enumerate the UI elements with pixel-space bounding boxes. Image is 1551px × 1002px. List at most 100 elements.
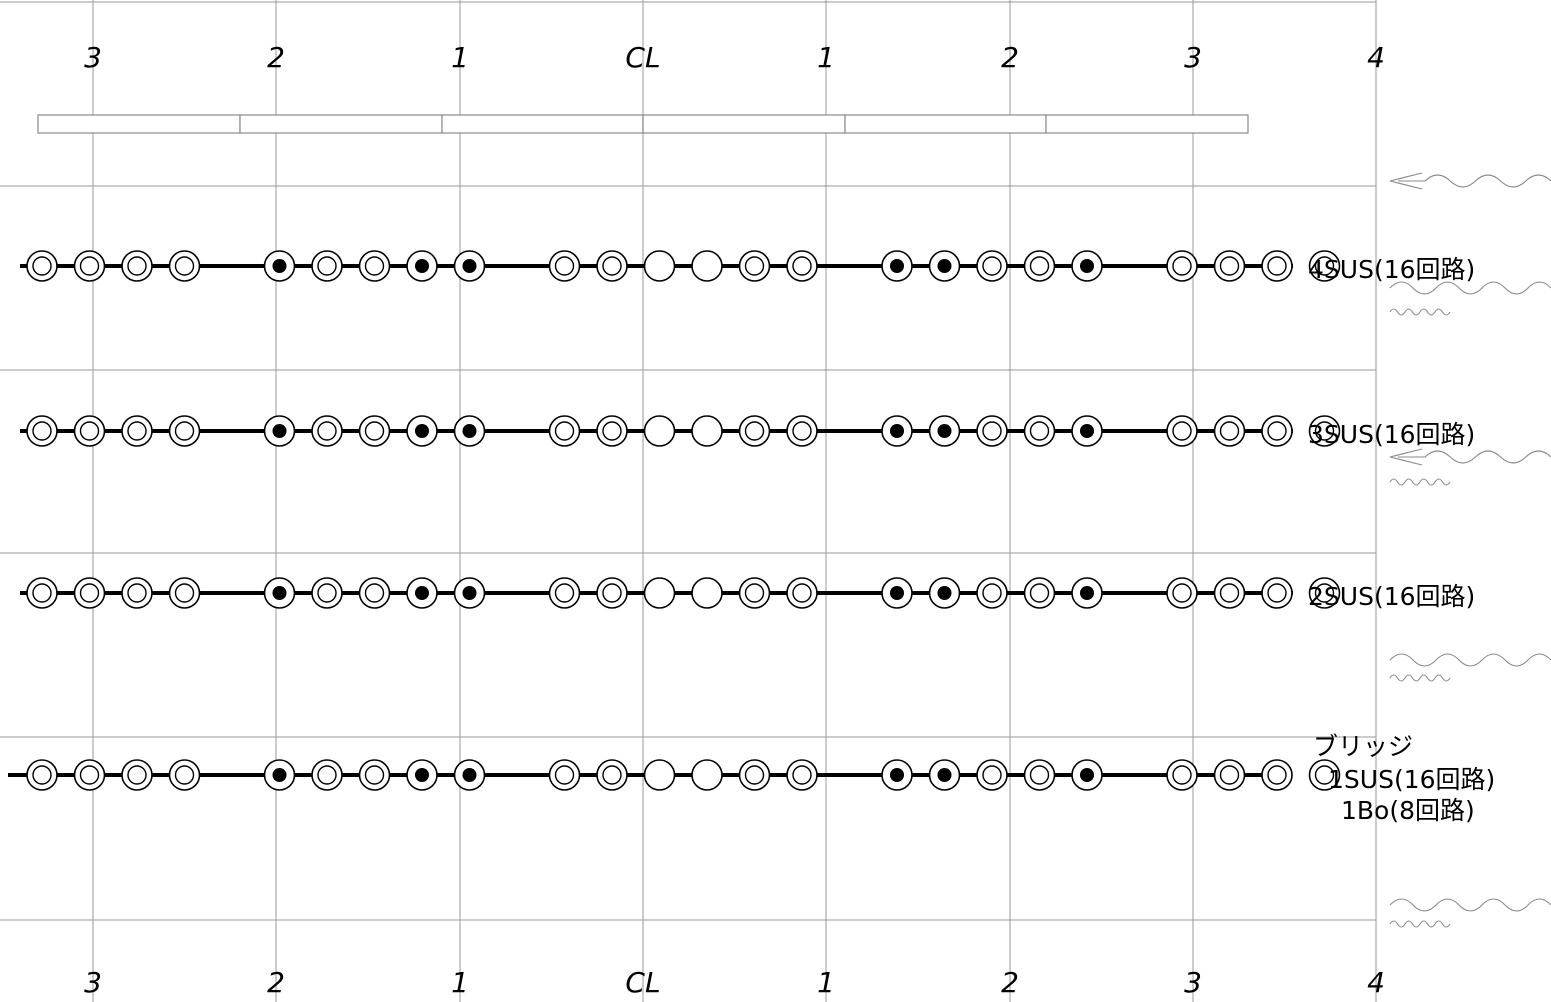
fixture-ring <box>786 250 818 282</box>
arrow-decoration <box>1389 448 1423 466</box>
fixture-ring <box>1308 759 1341 791</box>
row-label: ブリッジ <box>1313 732 1413 761</box>
axis-top-label: 4 <box>1367 41 1385 74</box>
header-pipe-box <box>1045 114 1249 134</box>
fixture-ring <box>73 415 106 447</box>
axis-top-label: 1 <box>817 41 835 74</box>
axis-top-label: 3 <box>1184 41 1202 74</box>
fixture-ring <box>1261 577 1293 609</box>
fixture-ring <box>976 577 1008 609</box>
fixture-ring <box>1308 577 1341 609</box>
fixture-dot <box>1071 759 1103 791</box>
fixture-ring <box>738 577 771 609</box>
fixture-dot <box>406 759 438 791</box>
fixture-row: 2SUS(16回路) <box>20 577 1475 611</box>
axis-bottom-label: 3 <box>1184 966 1202 999</box>
fixture-ring <box>26 415 58 447</box>
fixture-ring <box>311 250 343 282</box>
fixture-ring <box>1261 250 1293 282</box>
fixture-ring <box>1213 250 1246 282</box>
axis-top-label: 2 <box>267 41 285 74</box>
fixture-dot <box>263 577 296 609</box>
fixture-dot <box>881 759 913 791</box>
fixture-ring <box>358 415 391 447</box>
axis-bottom: 3 2 1 CL 1 2 3 4 <box>84 966 1385 999</box>
fixture-dot <box>1071 250 1103 282</box>
fixture-ring <box>1166 759 1198 791</box>
fixture-ring <box>976 415 1008 447</box>
fixture-ring <box>1023 577 1056 609</box>
fixture-empty <box>691 577 723 609</box>
fixture-ring <box>976 759 1008 791</box>
fixture-ring <box>548 577 581 609</box>
axis-bottom-label: 1 <box>451 966 469 999</box>
axis-top-label: 1 <box>451 41 469 74</box>
fixture-ring <box>121 577 153 609</box>
fixture-ring <box>1261 415 1293 447</box>
fixture-ring <box>358 250 391 282</box>
fixture-row: 4SUS(16回路) <box>20 250 1475 284</box>
fixture-dot <box>453 577 486 609</box>
fixture-ring <box>168 759 201 791</box>
fixture-ring <box>596 577 628 609</box>
row-label: 1Bo(8回路) <box>1341 796 1475 825</box>
fixture-dot <box>263 415 296 447</box>
row-label: 3SUS(16回路) <box>1308 420 1475 449</box>
fixture-dot <box>453 250 486 282</box>
fixture-dot <box>1071 415 1103 447</box>
fixture-ring <box>73 577 106 609</box>
fixture-dot <box>881 415 913 447</box>
axis-bottom-label: 2 <box>1001 966 1019 999</box>
squiggle-decoration-small <box>1389 674 1451 682</box>
squiggle-decoration-small <box>1389 308 1451 316</box>
fixture-ring <box>738 759 771 791</box>
fixture-ring <box>548 250 581 282</box>
fixture-dot <box>406 250 438 282</box>
fixture-ring <box>548 759 581 791</box>
fixture-ring <box>73 250 106 282</box>
fixture-ring <box>786 759 818 791</box>
fixture-ring <box>73 759 106 791</box>
fixture-ring <box>26 250 58 282</box>
fixture-empty <box>643 415 676 447</box>
fixture-ring <box>1213 577 1246 609</box>
axis-bottom-label: CL <box>625 966 660 999</box>
fixture-ring <box>311 415 343 447</box>
fixture-ring <box>1166 250 1198 282</box>
axis-bottom-label: 4 <box>1367 966 1385 999</box>
fixture-empty <box>691 250 723 282</box>
fixture-dot <box>1071 577 1103 609</box>
fixture-row: 3SUS(16回路) <box>20 415 1475 449</box>
fixture-dot <box>881 577 913 609</box>
fixture-ring <box>168 415 201 447</box>
fixture-row: ブリッジ 1SUS(16回路)1Bo(8回路) <box>8 732 1495 825</box>
fixture-empty <box>643 577 676 609</box>
fixture-ring <box>168 577 201 609</box>
fixture-empty <box>691 759 723 791</box>
rows: 4SUS(16回路) 3SUS(16回路) 2SUS(16回路) ブリッジ 1SUS(1… <box>8 250 1495 825</box>
fixture-empty <box>691 415 723 447</box>
fixture-ring <box>1023 759 1056 791</box>
header-pipe-box <box>642 114 846 134</box>
fixture-ring <box>1308 250 1341 282</box>
fixture-ring <box>738 250 771 282</box>
fixture-ring <box>358 577 391 609</box>
header-pipe-box <box>844 114 1047 134</box>
fixture-ring <box>596 250 628 282</box>
fixture-ring <box>121 415 153 447</box>
fixture-dot <box>928 577 961 609</box>
header-pipe-box <box>37 114 241 134</box>
fixture-ring <box>358 759 391 791</box>
fixture-ring <box>121 250 153 282</box>
fixture-ring <box>26 577 58 609</box>
squiggle-decoration <box>1389 281 1551 295</box>
fixture-ring <box>976 250 1008 282</box>
fixture-ring <box>1261 759 1293 791</box>
axis-top: 3 2 1 CL 1 2 3 4 <box>84 41 1385 74</box>
fixture-dot <box>406 577 438 609</box>
fixture-ring <box>1023 415 1056 447</box>
fixture-ring <box>1213 759 1246 791</box>
row-label: 4SUS(16回路) <box>1308 255 1475 284</box>
side-decorations <box>1389 172 1551 928</box>
